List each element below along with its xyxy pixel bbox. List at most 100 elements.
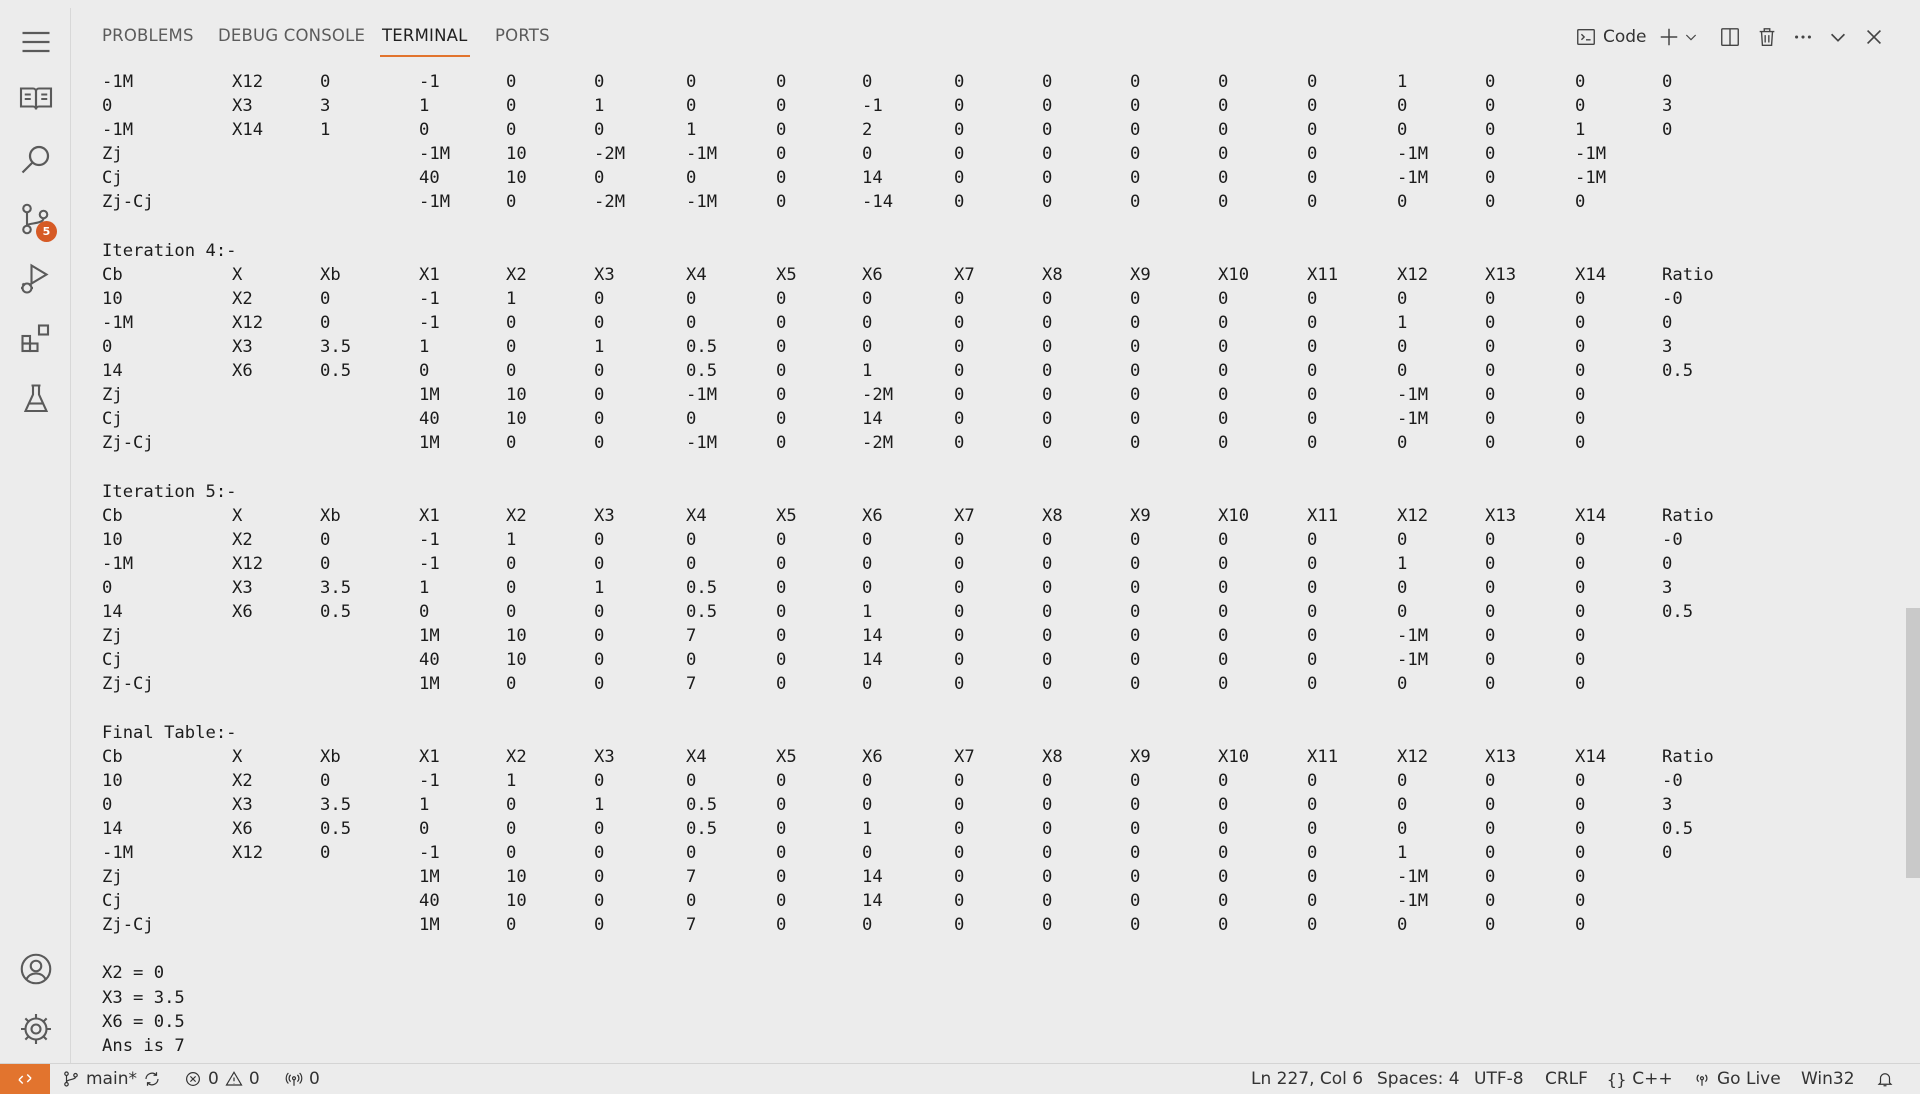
- terminal-cell: 0: [1485, 168, 1496, 189]
- notifications-bell-icon[interactable]: [1876, 1064, 1894, 1094]
- remote-indicator-icon[interactable]: [0, 1064, 50, 1094]
- cursor-position[interactable]: Ln 227, Col 6: [1251, 1069, 1364, 1089]
- terminal-cell: 0: [776, 915, 787, 936]
- terminal-cell: Iteration 4:-: [102, 240, 237, 261]
- terminal-cell: 0: [1218, 192, 1229, 213]
- terminal-cell: -1: [862, 96, 883, 117]
- terminal-cell: 3: [1662, 794, 1673, 815]
- terminal-line: Cj 40 10 0 0 0 14 0 0 0 0 0 -1M 0 -1M: [71, 168, 1891, 192]
- search-icon[interactable]: [0, 131, 71, 187]
- run-debug-icon[interactable]: [0, 251, 71, 307]
- new-terminal-plus-icon[interactable]: [1656, 22, 1682, 52]
- terminal-cell: 0: [862, 288, 873, 309]
- terminal-cell: 0.5: [320, 361, 352, 382]
- terminal-cell: 0: [1042, 385, 1053, 406]
- tab-problems[interactable]: PROBLEMS: [102, 26, 194, 45]
- extensions-icon[interactable]: [0, 311, 71, 367]
- go-live-button[interactable]: Go Live: [1693, 1064, 1781, 1094]
- language-mode[interactable]: {} C++: [1607, 1064, 1673, 1094]
- terminal-cell: 0: [1397, 529, 1408, 550]
- terminal-cell: -2M: [594, 144, 626, 165]
- terminal-cell: 0: [1485, 674, 1496, 695]
- terminal-cell: 0: [1485, 650, 1496, 671]
- tab-terminal[interactable]: TERMINAL: [380, 26, 469, 57]
- terminal-cell: 0: [1575, 288, 1586, 309]
- terminal-cell: 0: [1042, 650, 1053, 671]
- terminal-cell: 0: [506, 72, 517, 92]
- terminal-scrollbar[interactable]: [1906, 608, 1920, 878]
- terminal-cell: 0.5: [1662, 361, 1694, 382]
- chevron-down-icon[interactable]: [1683, 22, 1699, 52]
- terminal-cell: 0: [506, 96, 517, 117]
- end-of-line[interactable]: CRLF: [1545, 1069, 1588, 1089]
- terminal-cell: 0: [1575, 553, 1586, 574]
- terminal-cell: 0: [1130, 192, 1141, 213]
- trash-icon[interactable]: [1753, 22, 1781, 52]
- terminal-cell: 0: [1575, 818, 1586, 839]
- terminal-cell: Ans is 7: [102, 1035, 185, 1056]
- tab-debug-console[interactable]: DEBUG CONSOLE: [218, 26, 366, 45]
- warning-icon: [225, 1071, 243, 1086]
- terminal-cell: 7: [686, 674, 697, 695]
- terminal-cell: 0: [954, 120, 965, 141]
- terminal-cell: X14: [232, 120, 264, 141]
- terminal-cell: 0: [1130, 818, 1141, 839]
- more-actions-icon[interactable]: [1789, 22, 1817, 52]
- terminal-profile-button[interactable]: Code: [1575, 22, 1647, 52]
- menu-icon[interactable]: [0, 14, 71, 70]
- terminal-cell: 0.5: [686, 577, 718, 598]
- terminal-cell: -1: [419, 529, 440, 550]
- settings-gear-icon[interactable]: [0, 1001, 71, 1057]
- warning-count: 0: [248, 1069, 260, 1089]
- terminal-cell: -1M: [102, 72, 134, 92]
- account-icon[interactable]: [0, 941, 71, 997]
- problems-indicator[interactable]: 0 0: [184, 1064, 260, 1094]
- terminal-cell: 1: [594, 794, 605, 815]
- terminal-cell: X2: [232, 529, 253, 550]
- terminal-cell: 1: [594, 96, 605, 117]
- testing-icon[interactable]: [0, 371, 71, 427]
- terminal-cell: X5: [776, 746, 797, 767]
- terminal-cell: 0: [1042, 891, 1053, 912]
- panel-tab-bar: PROBLEMS DEBUG CONSOLE TERMINAL PORTS Co…: [71, 8, 1920, 64]
- terminal-cell: 0: [1130, 337, 1141, 358]
- close-panel-icon[interactable]: [1860, 22, 1888, 52]
- terminal-cell: 0: [1575, 770, 1586, 791]
- explorer-icon[interactable]: [0, 71, 71, 127]
- branch-indicator[interactable]: main*: [62, 1064, 137, 1094]
- terminal-cell: 0: [419, 120, 430, 141]
- terminal-cell: 0: [1307, 385, 1318, 406]
- terminal-cell: 7: [686, 915, 697, 936]
- terminal-cell: 0: [594, 818, 605, 839]
- terminal-cell: 0: [1485, 385, 1496, 406]
- terminal-cell: 0: [594, 891, 605, 912]
- terminal-cell: 0: [862, 529, 873, 550]
- tab-ports[interactable]: PORTS: [495, 26, 550, 45]
- source-control-icon[interactable]: 5: [0, 191, 71, 247]
- terminal-cell: 0: [1218, 312, 1229, 333]
- encoding[interactable]: UTF-8: [1474, 1069, 1524, 1089]
- maximize-panel-chevron-icon[interactable]: [1824, 22, 1852, 52]
- terminal-line: Cb X Xb X1 X2 X3 X4 X5 X6 X7 X8 X9 X10 X11 X12 X13 X14 Ra…: [71, 506, 1891, 530]
- terminal-cell: 0: [776, 529, 787, 550]
- terminal-cell: 10: [506, 385, 527, 406]
- terminal-cell: 0: [776, 337, 787, 358]
- terminal-cell: 0: [1307, 312, 1318, 333]
- terminal-cell: 0: [1575, 337, 1586, 358]
- terminal-cell: 0: [1397, 602, 1408, 623]
- terminal-output[interactable]: -1M X12 0 -1 0 0 0 0 0 0 0 0 0 0 1 0 0 0 0 X3 3 1 0 1 0 0 -1 0 0 0 0 0 0…: [71, 72, 1891, 1060]
- terminal-cell: 0: [776, 818, 787, 839]
- ports-indicator[interactable]: 0: [285, 1064, 320, 1094]
- terminal-cell: 0: [506, 553, 517, 574]
- terminal-cell: 0: [862, 843, 873, 863]
- terminal-cell: X2: [232, 770, 253, 791]
- terminal-cell: 0: [594, 120, 605, 141]
- terminal-cell: 0: [1575, 433, 1586, 454]
- terminal-cell: -1M: [419, 144, 451, 165]
- sync-icon[interactable]: [143, 1064, 161, 1094]
- platform[interactable]: Win32: [1801, 1069, 1855, 1089]
- terminal-cell: 0: [1130, 891, 1141, 912]
- indentation[interactable]: Spaces: 4: [1377, 1069, 1460, 1089]
- terminal-cell: 0: [1397, 337, 1408, 358]
- split-terminal-icon[interactable]: [1716, 22, 1744, 52]
